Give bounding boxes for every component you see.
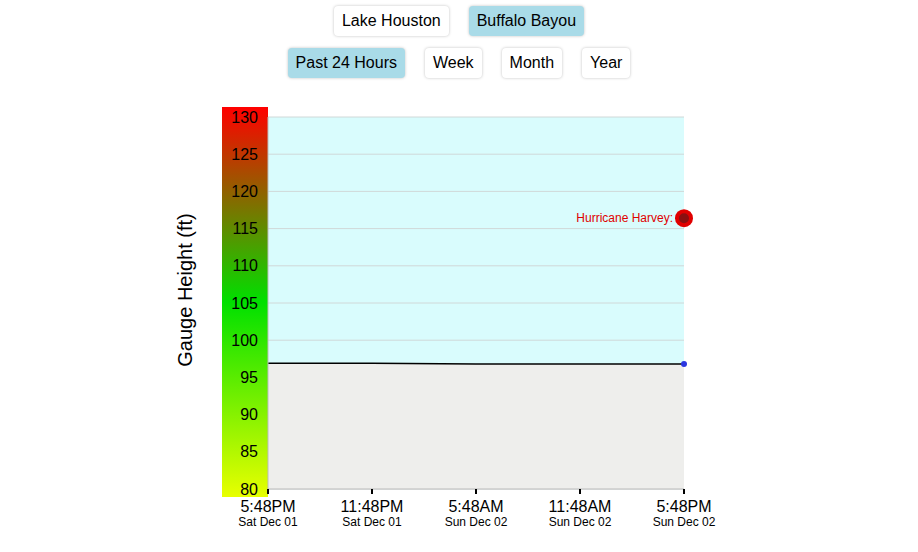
html-text:Week: Week bbox=[433, 54, 474, 71]
svg-text:5:48PMSat Dec 01: 5:48PMSat Dec 01 bbox=[238, 498, 298, 529]
svg-text:90: 90 bbox=[240, 406, 258, 423]
svg-text:120: 120 bbox=[231, 183, 258, 200]
html-text:Month: Month bbox=[509, 54, 555, 71]
svg-text:105: 105 bbox=[231, 295, 258, 312]
svg-text:100: 100 bbox=[231, 332, 258, 349]
html-text:Year: Year bbox=[590, 54, 623, 71]
svg-text:5:48AMSun Dec 02: 5:48AMSun Dec 02 bbox=[445, 498, 508, 529]
html-text:Gauge Height (ft): Gauge Height (ft) bbox=[173, 213, 196, 367]
svg-text:115: 115 bbox=[232, 220, 258, 237]
svg-text:85: 85 bbox=[240, 443, 258, 460]
svg-text:Hurricane Harvey:: Hurricane Harvey: bbox=[576, 211, 673, 225]
svg-text:5:48PMSun Dec 02: 5:48PMSun Dec 02 bbox=[653, 498, 716, 529]
svg-text:80: 80 bbox=[240, 481, 258, 498]
svg-text:11:48PMSat Dec 01: 11:48PMSat Dec 01 bbox=[341, 498, 404, 529]
svg-text:110: 110 bbox=[232, 257, 258, 274]
svg-text:95: 95 bbox=[240, 369, 258, 386]
html-text:Lake Houston: Lake Houston bbox=[342, 12, 441, 29]
html-text:Past 24 Hours: Past 24 Hours bbox=[295, 54, 397, 71]
html-text:Buffalo Bayou: Buffalo Bayou bbox=[476, 12, 576, 29]
svg-text:125: 125 bbox=[231, 146, 258, 163]
svg-text:130: 130 bbox=[231, 109, 258, 126]
svg-text:11:48AMSun Dec 02: 11:48AMSun Dec 02 bbox=[549, 498, 612, 529]
